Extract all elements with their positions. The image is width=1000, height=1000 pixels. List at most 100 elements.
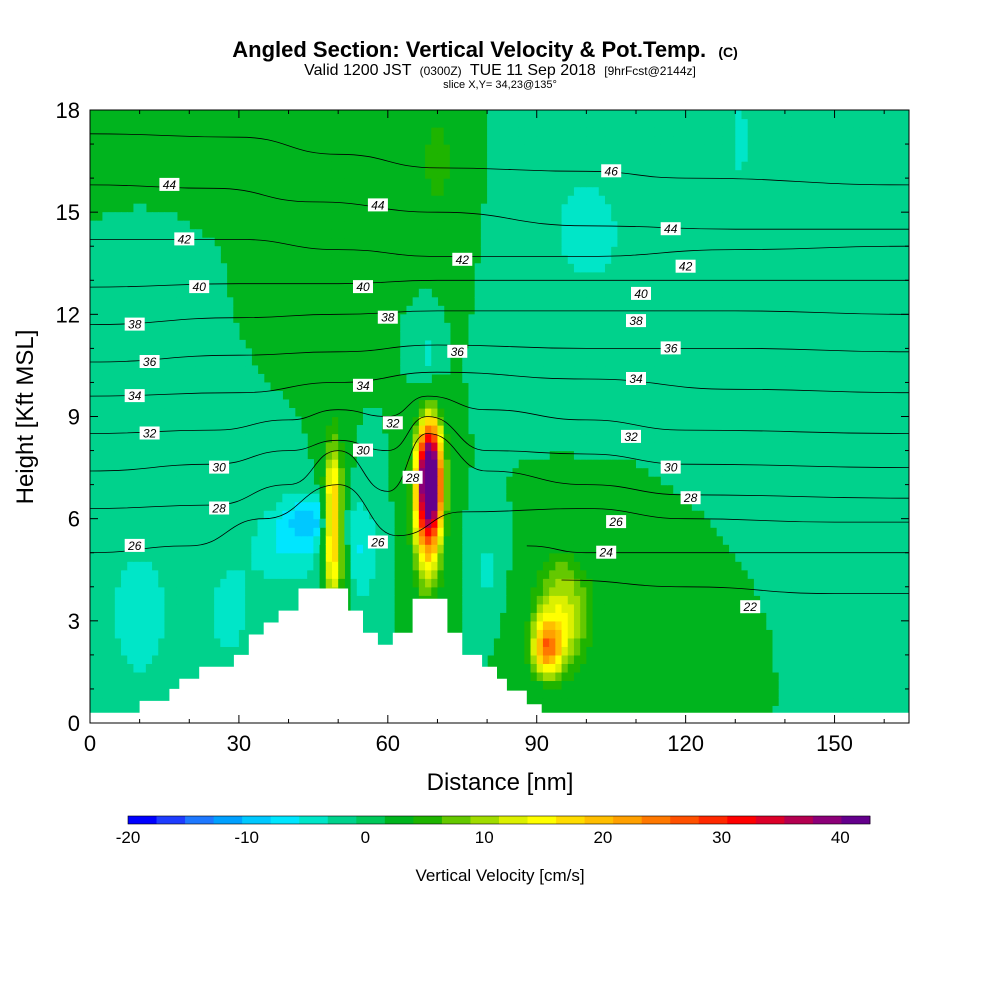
velocity-cell (890, 561, 898, 571)
velocity-cell (902, 663, 909, 673)
velocity-cell (183, 425, 190, 435)
velocity-cell (307, 527, 314, 537)
velocity-cell (877, 365, 885, 375)
velocity-cell (828, 433, 836, 443)
velocity-cell (226, 561, 234, 571)
velocity-cell (412, 297, 420, 307)
velocity-cell (350, 535, 358, 545)
velocity-cell (145, 595, 153, 605)
velocity-cell (822, 459, 829, 469)
velocity-cell (803, 688, 811, 699)
velocity-cell (834, 280, 842, 290)
velocity-cell (698, 297, 705, 307)
velocity-cell (741, 322, 749, 332)
velocity-cell (561, 561, 569, 571)
velocity-cell (753, 569, 761, 579)
velocity-cell (654, 331, 662, 341)
velocity-cell (108, 433, 116, 443)
velocity-cell (809, 612, 817, 622)
velocity-cell (604, 288, 612, 298)
velocity-cell (617, 280, 625, 290)
velocity-cell (803, 637, 811, 647)
velocity-cell (369, 416, 376, 426)
velocity-cell (722, 527, 730, 537)
velocity-cell (716, 348, 724, 358)
velocity-cell (189, 407, 197, 418)
velocity-cell (691, 365, 699, 375)
velocity-cell (139, 484, 147, 494)
velocity-cell (189, 450, 197, 460)
velocity-cell (487, 373, 494, 384)
velocity-cell (418, 518, 426, 528)
velocity-cell (809, 399, 817, 409)
velocity-cell (226, 629, 234, 639)
velocity-cell (822, 688, 829, 699)
velocity-cell (679, 416, 687, 426)
velocity-cell (139, 620, 147, 630)
velocity-cell (679, 356, 687, 367)
velocity-cell (201, 535, 209, 545)
velocity-cell (425, 535, 432, 545)
velocity-cell (276, 544, 283, 554)
velocity-cell (846, 705, 854, 716)
velocity-cell (741, 535, 749, 545)
velocity-cell (840, 416, 848, 426)
velocity-cell (784, 510, 792, 520)
velocity-cell (747, 442, 755, 452)
velocity-cell (859, 646, 867, 656)
velocity-cell (145, 612, 153, 622)
velocity-cell (698, 390, 705, 401)
velocity-cell (499, 407, 507, 418)
velocity-cell (425, 544, 432, 554)
velocity-cell (505, 382, 513, 392)
velocity-cell (493, 467, 501, 477)
velocity-cell (592, 322, 600, 332)
velocity-cell (480, 620, 488, 630)
velocity-cell (487, 314, 494, 324)
velocity-cell (214, 280, 221, 290)
velocity-cell (480, 433, 488, 443)
velocity-cell (437, 442, 445, 452)
velocity-cell (797, 586, 805, 596)
velocity-cell (338, 578, 345, 588)
velocity-cell (573, 654, 581, 664)
velocity-cell (822, 280, 829, 290)
velocity-cell (238, 518, 246, 528)
velocity-cell (418, 399, 426, 409)
velocity-cell (499, 476, 507, 486)
velocity-cell (257, 569, 265, 579)
velocity-cell (871, 348, 879, 358)
velocity-cell (282, 544, 290, 554)
velocity-cell (815, 603, 823, 613)
velocity-cell (791, 544, 798, 554)
velocity-cell (245, 467, 252, 477)
velocity-cell (145, 459, 153, 469)
velocity-cell (542, 603, 550, 613)
velocity-cell (207, 586, 215, 596)
velocity-cell (722, 501, 730, 511)
velocity-cell (611, 348, 618, 358)
velocity-cell (573, 399, 581, 409)
velocity-cell (747, 484, 755, 494)
velocity-cell (809, 654, 817, 664)
velocity-cell (325, 569, 333, 579)
velocity-cell (809, 305, 817, 315)
velocity-cell (815, 578, 823, 588)
velocity-cell (245, 382, 252, 392)
velocity-cell (877, 688, 885, 699)
velocity-cell (877, 305, 885, 315)
velocity-cell (121, 348, 128, 358)
velocity-cell (741, 305, 749, 315)
velocity-cell (102, 680, 110, 690)
velocity-cell (828, 365, 836, 375)
velocity-cell (586, 552, 594, 562)
velocity-cell (741, 450, 749, 460)
velocity-cell (127, 705, 135, 716)
velocity-cell (245, 450, 252, 460)
velocity-cell (846, 322, 854, 332)
velocity-cell (598, 450, 606, 460)
velocity-cell (257, 586, 265, 596)
velocity-cell (145, 620, 153, 630)
velocity-cell (865, 459, 873, 469)
velocity-cell (121, 365, 128, 375)
